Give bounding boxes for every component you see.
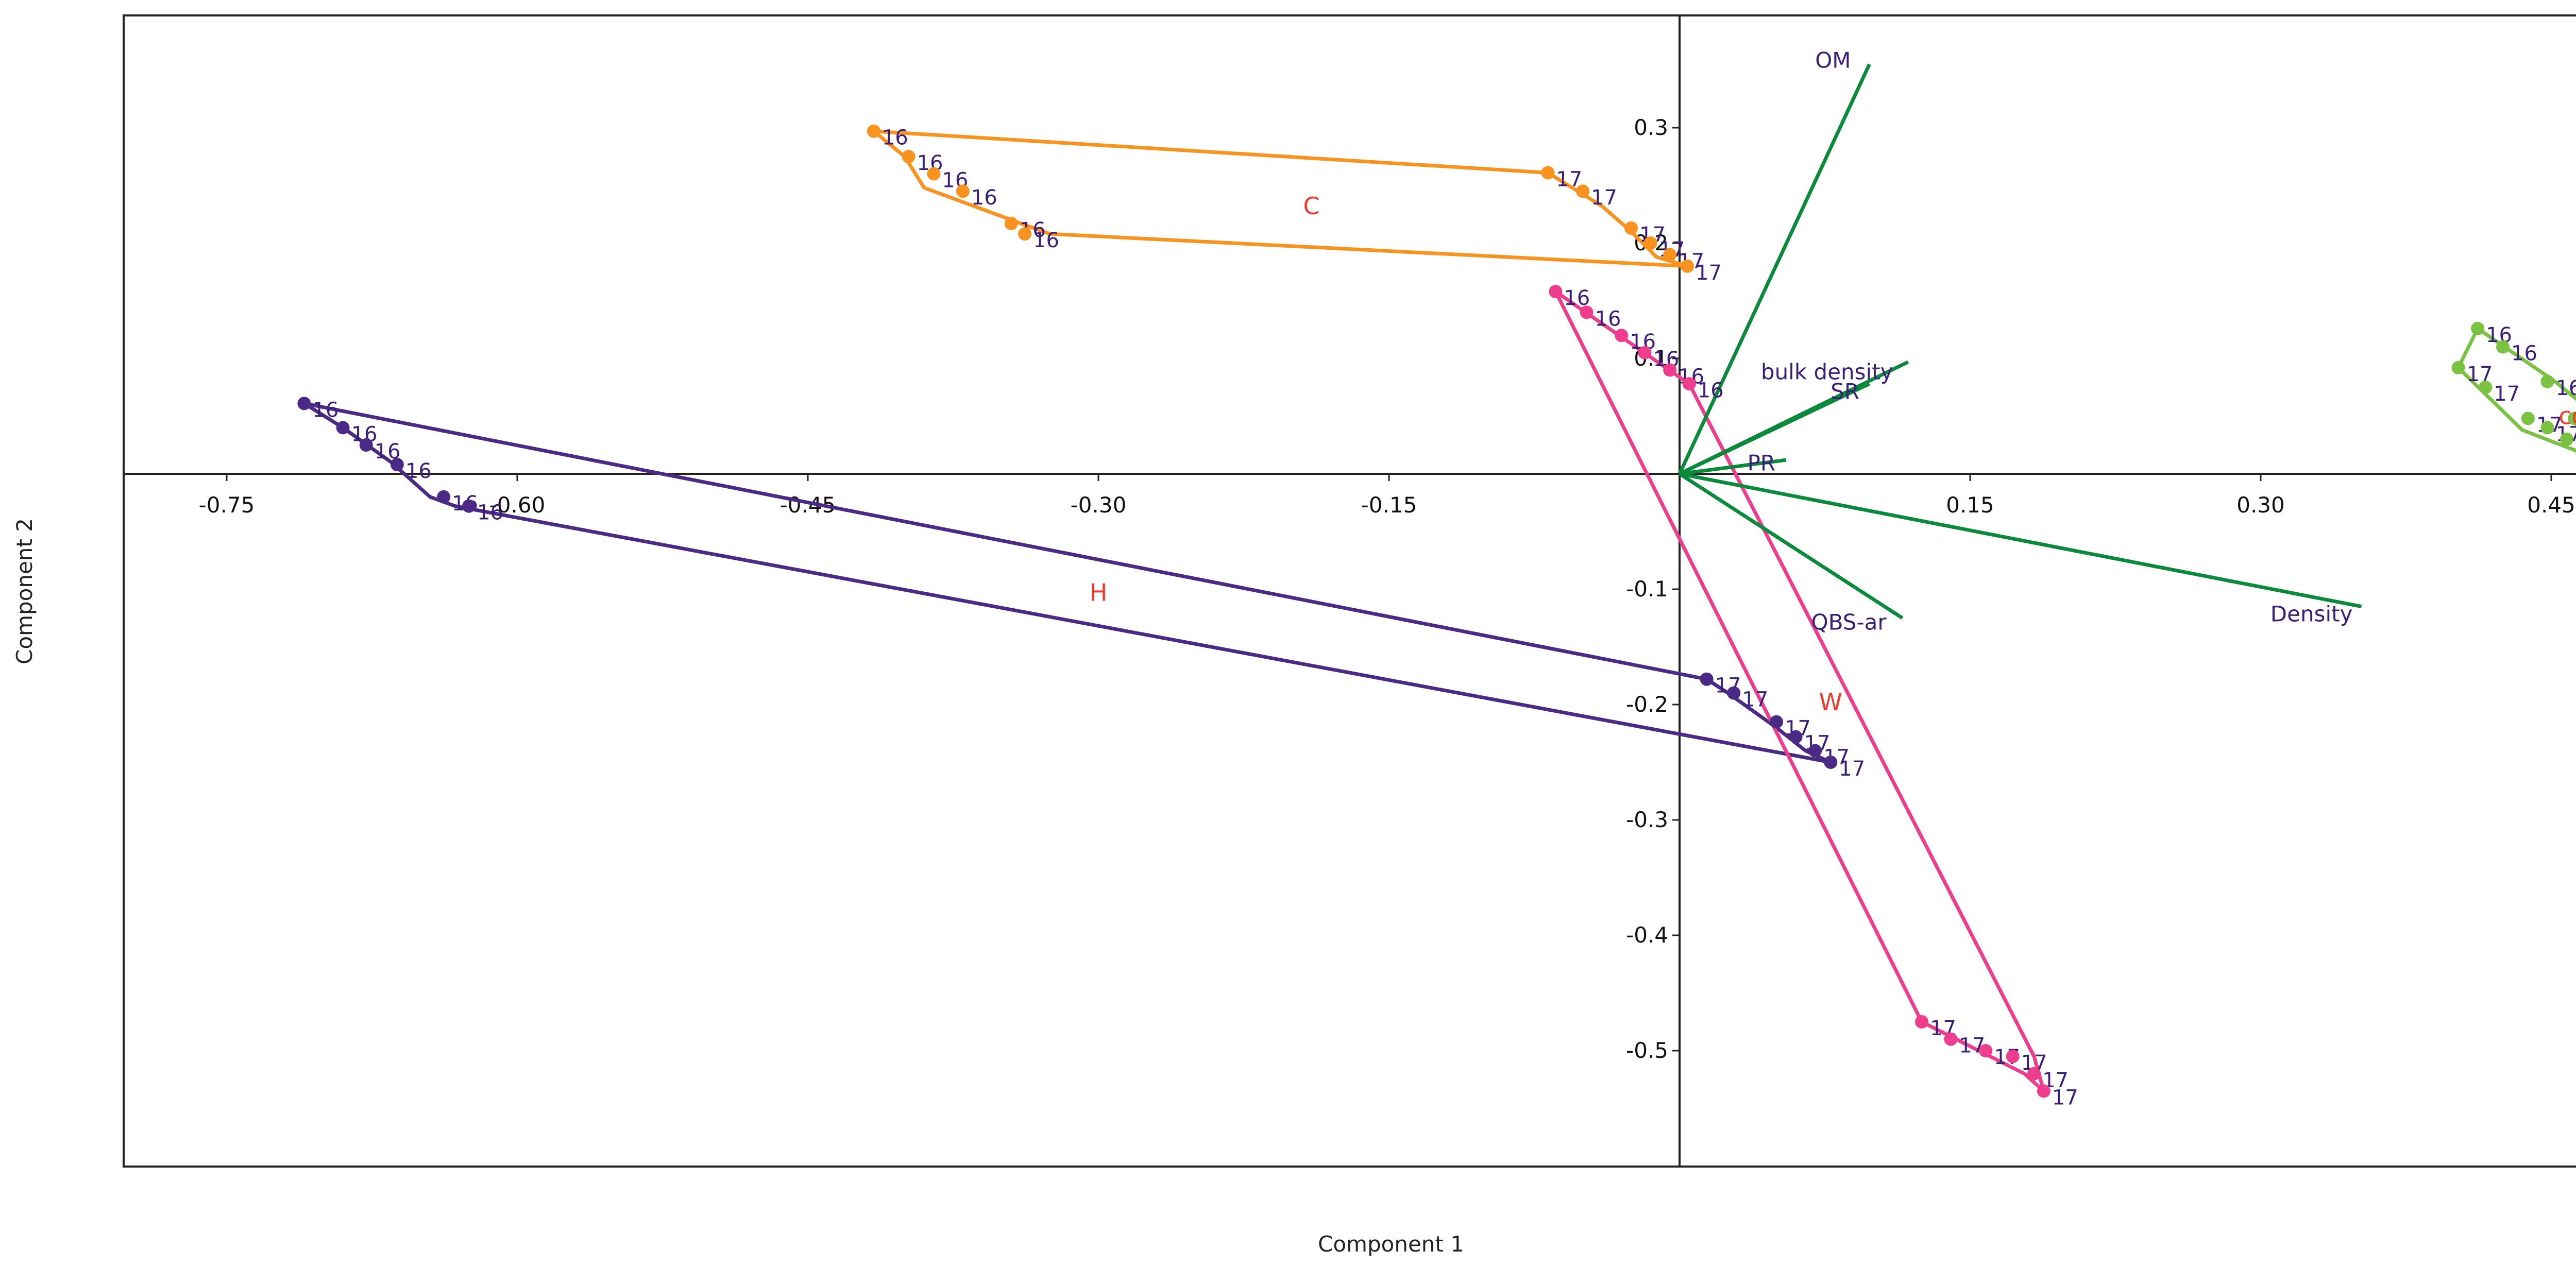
hull-H xyxy=(302,401,1833,764)
group-hulls xyxy=(302,129,2576,1093)
score-point-W xyxy=(1549,285,1563,299)
score-point-C xyxy=(1624,221,1638,235)
point-label: 17 xyxy=(2575,434,2576,458)
score-point-C xyxy=(902,150,916,163)
score-point-control xyxy=(2496,340,2510,354)
loading-label: bulk density xyxy=(1761,359,1893,384)
score-point-W xyxy=(1979,1044,1993,1057)
point-label: 16 xyxy=(971,186,997,210)
point-label: 16 xyxy=(1033,229,1059,252)
point-label: 16 xyxy=(312,398,338,422)
score-point-control xyxy=(2451,361,2465,374)
score-point-H xyxy=(336,421,350,435)
score-point-control xyxy=(2560,432,2574,446)
group-label-W: W xyxy=(1819,688,1842,716)
group-label-H: H xyxy=(1090,578,1108,606)
loading-vector-qbs-ar xyxy=(1679,472,1904,620)
point-label: 16 xyxy=(2555,376,2576,400)
score-point-C xyxy=(1643,236,1657,250)
score-point-H xyxy=(1700,672,1714,686)
score-point-C xyxy=(1018,227,1032,241)
score-point-W xyxy=(1580,305,1594,319)
x-axis-title: Component 1 xyxy=(1318,1231,1464,1257)
group-label-C: C xyxy=(1303,192,1320,220)
score-point-control xyxy=(2573,417,2576,427)
score-point-W xyxy=(2006,1050,2020,1064)
score-point-C xyxy=(1541,166,1555,180)
score-point-H xyxy=(462,499,476,513)
score-point-W xyxy=(1944,1032,1958,1046)
point-label: 17 xyxy=(1696,261,1722,285)
score-point-W xyxy=(1915,1015,1928,1029)
score-points: 1616161616161717171717171616161616161717… xyxy=(297,124,2576,1109)
point-label: 17 xyxy=(1591,186,1617,210)
y-tick-label: -0.4 xyxy=(1626,922,1668,948)
point-label: 17 xyxy=(1742,688,1768,712)
point-label: 16 xyxy=(1595,307,1621,331)
group-label-control: control xyxy=(2558,402,2576,430)
score-point-W xyxy=(1663,363,1677,377)
score-point-C xyxy=(1681,259,1694,273)
x-tick-label: -0.30 xyxy=(1071,492,1127,518)
score-point-H xyxy=(297,397,311,410)
score-point-control xyxy=(2479,381,2493,394)
loading-vector-density xyxy=(1679,472,2362,609)
loading-vector-pr xyxy=(1679,458,1787,476)
score-point-C xyxy=(927,167,941,181)
point-label: 16 xyxy=(1698,379,1724,402)
score-point-W xyxy=(2037,1084,2050,1098)
x-tick-label: -0.75 xyxy=(199,492,255,518)
loading-vector-om xyxy=(1677,63,1871,475)
score-point-C xyxy=(867,124,880,138)
score-point-H xyxy=(1824,756,1838,769)
score-point-control xyxy=(2540,421,2554,435)
y-tick-label: 0.3 xyxy=(1634,115,1668,140)
x-tick-label: 0.30 xyxy=(2236,492,2285,518)
y-tick-label: -0.1 xyxy=(1626,576,1668,602)
score-point-control xyxy=(2521,412,2535,425)
score-point-control xyxy=(2471,321,2485,335)
score-point-H xyxy=(1808,744,1822,758)
x-tick-label: 0.15 xyxy=(1946,492,1994,518)
score-point-W xyxy=(1615,329,1629,342)
score-point-C xyxy=(1663,248,1677,262)
x-tick-label: -0.15 xyxy=(1361,492,1417,518)
loading-label: OM xyxy=(1815,48,1851,73)
point-label: 17 xyxy=(2052,1086,2078,1109)
score-point-H xyxy=(1789,730,1803,744)
score-point-H xyxy=(1727,686,1741,700)
score-point-H xyxy=(390,458,404,472)
point-label: 17 xyxy=(2494,382,2520,406)
y-tick-label: -0.5 xyxy=(1626,1038,1668,1063)
loading-label: Density xyxy=(2270,602,2353,627)
score-point-H xyxy=(437,490,451,504)
x-tick-label: 0.45 xyxy=(2527,492,2575,518)
score-point-W xyxy=(1682,377,1696,391)
point-label: 16 xyxy=(2511,342,2537,366)
score-point-W xyxy=(1638,346,1652,359)
score-point-H xyxy=(359,438,373,452)
score-point-C xyxy=(1576,184,1589,198)
y-axis-title: Component 2 xyxy=(12,518,37,664)
loading-label: SR xyxy=(1831,379,1859,404)
score-point-C xyxy=(956,184,970,198)
point-label: 16 xyxy=(477,501,503,525)
score-point-H xyxy=(1770,715,1783,729)
score-point-control xyxy=(2540,374,2554,388)
loading-label: QBS-ar xyxy=(1811,609,1887,635)
y-tick-label: -0.2 xyxy=(1626,692,1668,717)
y-tick-label: -0.3 xyxy=(1626,807,1668,832)
point-label: 16 xyxy=(405,459,432,483)
plot-area-frame xyxy=(123,14,2576,1168)
point-label: 17 xyxy=(1839,757,1865,781)
score-point-W xyxy=(2027,1067,2041,1081)
loading-label: PR xyxy=(1748,450,1776,475)
score-point-C xyxy=(1004,216,1018,230)
loading-vector-sr xyxy=(1679,382,1870,476)
x-tick-labels: -0.75 -0.60 -0.45 -0.30 -0.15 0.15 0.30 0.45 xyxy=(199,474,2575,518)
point-label: 16 xyxy=(882,126,908,150)
group-labels: C H Wcontrol xyxy=(1090,192,2576,716)
